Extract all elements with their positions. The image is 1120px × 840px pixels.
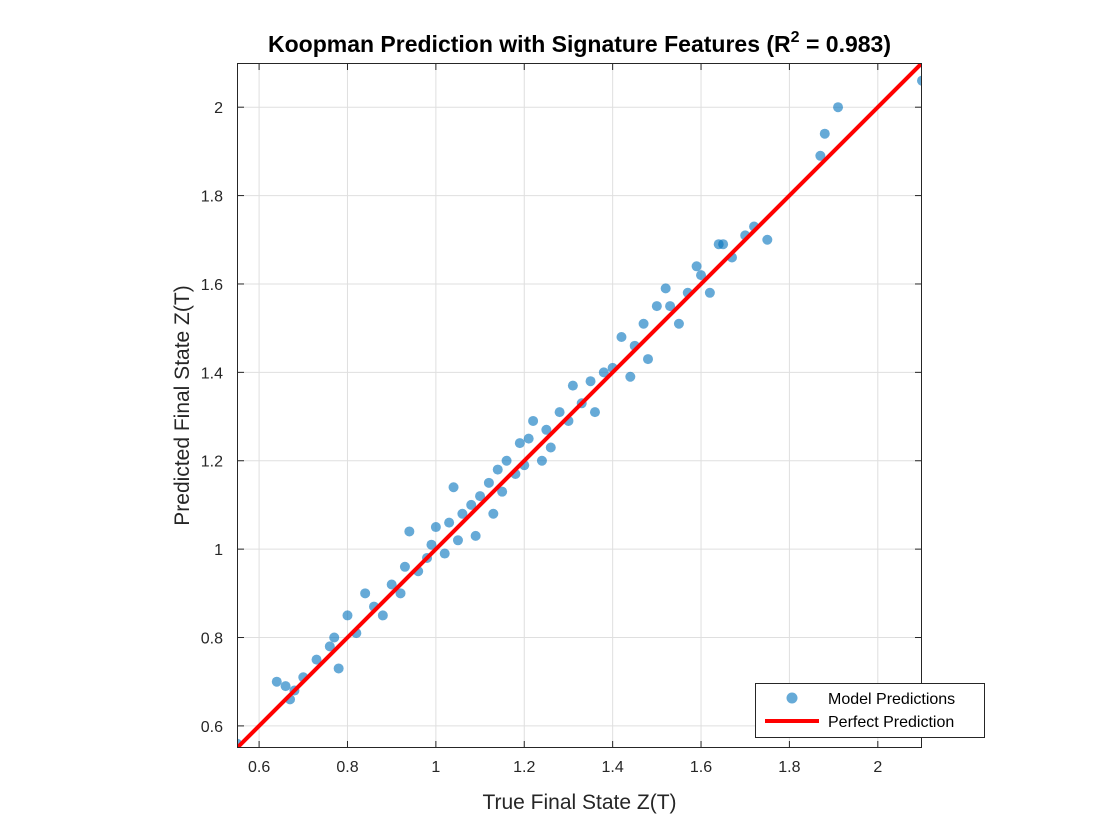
data-point xyxy=(696,270,707,281)
chart-title-main: Koopman Prediction with Signature Featur… xyxy=(268,31,791,57)
data-point xyxy=(497,486,508,497)
data-point xyxy=(488,508,499,519)
data-point xyxy=(638,318,649,329)
data-point xyxy=(271,676,282,687)
data-point xyxy=(917,75,922,86)
data-point xyxy=(448,482,459,493)
data-point xyxy=(470,530,481,541)
y-tick-label: 1.2 xyxy=(201,454,223,471)
legend-label-model-predictions: Model Predictions xyxy=(828,691,955,708)
y-tick-label: 1.6 xyxy=(201,277,223,294)
legend-marker-model-predictions xyxy=(786,692,798,704)
data-layer xyxy=(237,63,922,748)
y-tick-label: 1.4 xyxy=(201,365,223,382)
data-point xyxy=(466,499,477,510)
data-point xyxy=(651,301,662,312)
data-point xyxy=(643,354,653,365)
data-point xyxy=(762,234,773,245)
data-point xyxy=(718,239,729,250)
x-axis-label: True Final State Z(T) xyxy=(482,791,676,814)
legend-label-perfect-prediction: Perfect Prediction xyxy=(828,714,954,731)
plot-marks xyxy=(237,63,922,748)
data-point xyxy=(342,610,353,621)
legend: Model Predictions Perfect Prediction xyxy=(755,683,985,738)
data-point xyxy=(483,477,494,488)
data-point xyxy=(819,128,830,139)
x-tick-label: 1 xyxy=(431,759,440,776)
data-point xyxy=(704,287,715,298)
data-point xyxy=(452,535,463,546)
data-point xyxy=(360,588,371,599)
data-point xyxy=(280,681,291,692)
data-point xyxy=(439,548,450,559)
data-point xyxy=(324,641,335,652)
x-tick-label: 1.8 xyxy=(778,759,800,776)
perfect-prediction-line xyxy=(237,63,922,748)
legend-box xyxy=(755,683,985,738)
data-point xyxy=(673,318,684,329)
y-tick-label: 0.8 xyxy=(201,631,223,648)
data-point xyxy=(399,561,410,572)
data-point xyxy=(616,332,627,342)
data-point xyxy=(536,455,547,466)
data-point xyxy=(598,367,609,378)
data-point xyxy=(833,102,844,113)
data-point xyxy=(541,424,552,435)
chart-title-end: = 0.983) xyxy=(800,31,891,57)
data-point xyxy=(567,380,578,391)
data-point xyxy=(426,539,437,550)
data-point xyxy=(430,522,441,533)
x-tick-label: 0.8 xyxy=(336,759,358,776)
x-tick-label: 1.6 xyxy=(690,759,712,776)
x-tick-label: 1.2 xyxy=(513,759,535,776)
data-point xyxy=(333,663,344,674)
data-point xyxy=(457,508,468,519)
data-point xyxy=(815,150,826,161)
x-tick-label: 0.6 xyxy=(248,759,270,776)
data-point xyxy=(625,371,636,382)
data-point xyxy=(660,283,671,294)
x-tick-label: 2 xyxy=(873,759,882,776)
data-point xyxy=(444,517,455,528)
data-point xyxy=(665,301,676,312)
data-point xyxy=(329,632,340,643)
x-tick-label: 1.4 xyxy=(602,759,624,776)
data-point xyxy=(554,407,565,418)
data-point xyxy=(589,407,600,418)
data-point xyxy=(585,376,596,387)
y-tick-label: 2 xyxy=(214,100,223,117)
data-point xyxy=(528,415,539,426)
data-point xyxy=(545,442,556,453)
data-point xyxy=(395,588,406,599)
chart-title-superscript: 2 xyxy=(791,29,800,46)
data-point xyxy=(501,455,512,466)
plot-border xyxy=(237,63,922,748)
data-point xyxy=(492,464,503,475)
data-point xyxy=(311,654,322,665)
data-point xyxy=(523,433,534,444)
data-point xyxy=(404,526,415,537)
data-point xyxy=(377,610,388,621)
data-point xyxy=(691,261,702,272)
y-tick-label: 1.8 xyxy=(201,189,223,206)
data-point xyxy=(514,438,525,449)
chart-title: Koopman Prediction with Signature Featur… xyxy=(268,29,891,57)
data-point xyxy=(386,579,397,590)
data-point xyxy=(475,491,486,502)
y-tick-label: 0.6 xyxy=(201,719,223,736)
y-tick-label: 1 xyxy=(214,542,223,559)
grid-lines xyxy=(237,63,922,748)
y-axis-label: Predicted Final State Z(T) xyxy=(171,285,194,525)
